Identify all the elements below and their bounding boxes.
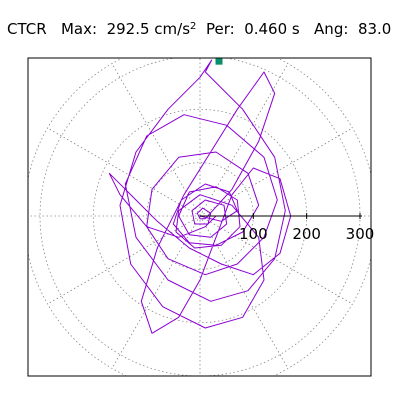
plot-frame (27, 57, 372, 377)
grid-spoke-240 (111, 215, 201, 369)
radial-tick-label-100: 100 (239, 225, 268, 243)
grid-spoke-330 (199, 215, 353, 305)
grid-spoke-150 (47, 127, 201, 217)
grid-spoke-210 (47, 215, 201, 305)
period-label: Per: (205, 20, 235, 38)
max-value: 292.5 cm/s (106, 20, 191, 38)
radial-axis: 100 200 300 (200, 57, 375, 243)
radial-tick-label-200: 200 (292, 225, 321, 243)
grid-spoke-30 (199, 127, 353, 217)
max-label: Max: (60, 20, 98, 38)
angle-value: 83.0 (357, 20, 392, 38)
chart-header: CTCR Max: 292.5 cm/s2 Per: 0.460 s Ang: … (7, 20, 391, 38)
period-value: 0.460 s (244, 20, 300, 38)
station-code: CTCR (7, 20, 47, 38)
radial-tick-label-300: 300 (346, 225, 375, 243)
grid-spoke-120 (111, 63, 201, 217)
max-unit-exponent: 2 (190, 21, 197, 32)
peak-marker (215, 57, 223, 65)
angle-label: Ang: (314, 20, 349, 38)
